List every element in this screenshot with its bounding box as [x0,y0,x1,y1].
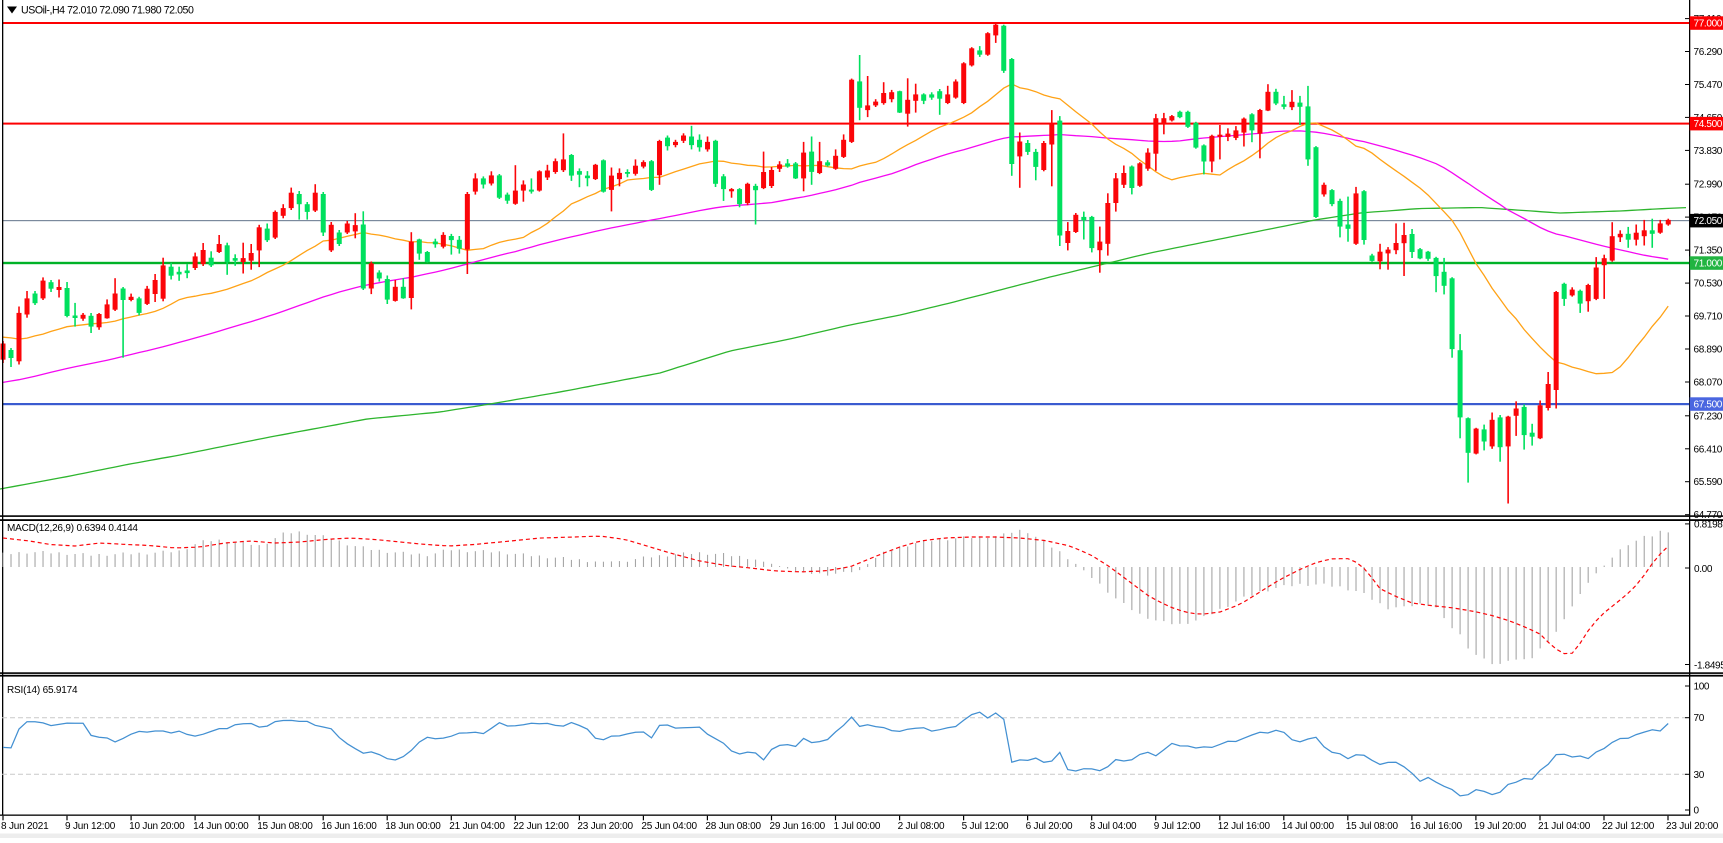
svg-text:22 Jul 12:00: 22 Jul 12:00 [1602,821,1655,832]
svg-text:29 Jun 16:00: 29 Jun 16:00 [770,821,826,832]
svg-text:12 Jul 16:00: 12 Jul 16:00 [1218,821,1271,832]
svg-text:6 Jul 20:00: 6 Jul 20:00 [1026,821,1073,832]
svg-text:68.890: 68.890 [1694,345,1723,356]
svg-text:75.470: 75.470 [1694,80,1723,91]
svg-text:2 Jul 08:00: 2 Jul 08:00 [898,821,945,832]
svg-text:16 Jun 16:00: 16 Jun 16:00 [321,821,377,832]
svg-text:18 Jun 00:00: 18 Jun 00:00 [385,821,441,832]
svg-text:77.000: 77.000 [1694,19,1723,30]
svg-text:73.830: 73.830 [1694,146,1723,157]
svg-text:23 Jun 20:00: 23 Jun 20:00 [577,821,633,832]
svg-text:0.00: 0.00 [1694,564,1713,575]
svg-text:66.410: 66.410 [1694,444,1723,455]
svg-text:100: 100 [1694,682,1710,693]
svg-text:67.500: 67.500 [1694,400,1723,411]
svg-text:21 Jul 04:00: 21 Jul 04:00 [1538,821,1591,832]
svg-text:21 Jun 04:00: 21 Jun 04:00 [449,821,505,832]
svg-text:RSI(14) 65.9174: RSI(14) 65.9174 [7,685,78,696]
svg-text:23 Jul 20:00: 23 Jul 20:00 [1666,821,1719,832]
svg-text:0: 0 [1694,806,1700,817]
svg-text:19 Jul 20:00: 19 Jul 20:00 [1474,821,1527,832]
svg-text:30: 30 [1694,770,1705,781]
svg-text:1 Jul 00:00: 1 Jul 00:00 [834,821,881,832]
svg-text:USOil-,H4 72.010 72.090 71.98: USOil-,H4 72.010 72.090 71.980 72.050 [21,5,194,17]
svg-text:69.710: 69.710 [1694,312,1723,323]
svg-text:25 Jun 04:00: 25 Jun 04:00 [641,821,697,832]
svg-text:72.990: 72.990 [1694,180,1723,191]
svg-text:8 Jul 04:00: 8 Jul 04:00 [1090,821,1137,832]
svg-text:70.530: 70.530 [1694,279,1723,290]
svg-text:14 Jun 00:00: 14 Jun 00:00 [193,821,249,832]
svg-text:71.350: 71.350 [1694,246,1723,257]
svg-text:76.290: 76.290 [1694,47,1723,58]
svg-text:74.500: 74.500 [1694,119,1723,130]
svg-text:0.8198: 0.8198 [1694,520,1723,531]
svg-text:16 Jul 16:00: 16 Jul 16:00 [1410,821,1463,832]
svg-text:71.000: 71.000 [1694,259,1723,270]
svg-text:65.590: 65.590 [1694,477,1723,488]
svg-text:72.050: 72.050 [1694,216,1723,227]
svg-text:22 Jun 12:00: 22 Jun 12:00 [513,821,569,832]
svg-text:14 Jul 00:00: 14 Jul 00:00 [1282,821,1335,832]
svg-text:MACD(12,26,9) 0.6394 0.4144: MACD(12,26,9) 0.6394 0.4144 [7,523,138,534]
svg-text:67.230: 67.230 [1694,411,1723,422]
svg-text:28 Jun 08:00: 28 Jun 08:00 [705,821,761,832]
svg-text:70: 70 [1694,713,1705,724]
svg-text:8 Jun 2021: 8 Jun 2021 [1,821,49,832]
svg-text:15 Jun 08:00: 15 Jun 08:00 [257,821,313,832]
svg-text:10 Jun 20:00: 10 Jun 20:00 [129,821,185,832]
svg-text:5 Jul 12:00: 5 Jul 12:00 [962,821,1009,832]
svg-text:9 Jun 12:00: 9 Jun 12:00 [65,821,116,832]
svg-text:-1.8495: -1.8495 [1694,661,1723,672]
svg-text:64.770: 64.770 [1694,510,1723,521]
svg-text:15 Jul 08:00: 15 Jul 08:00 [1346,821,1399,832]
svg-text:9 Jul 12:00: 9 Jul 12:00 [1154,821,1201,832]
svg-text:68.070: 68.070 [1694,378,1723,389]
